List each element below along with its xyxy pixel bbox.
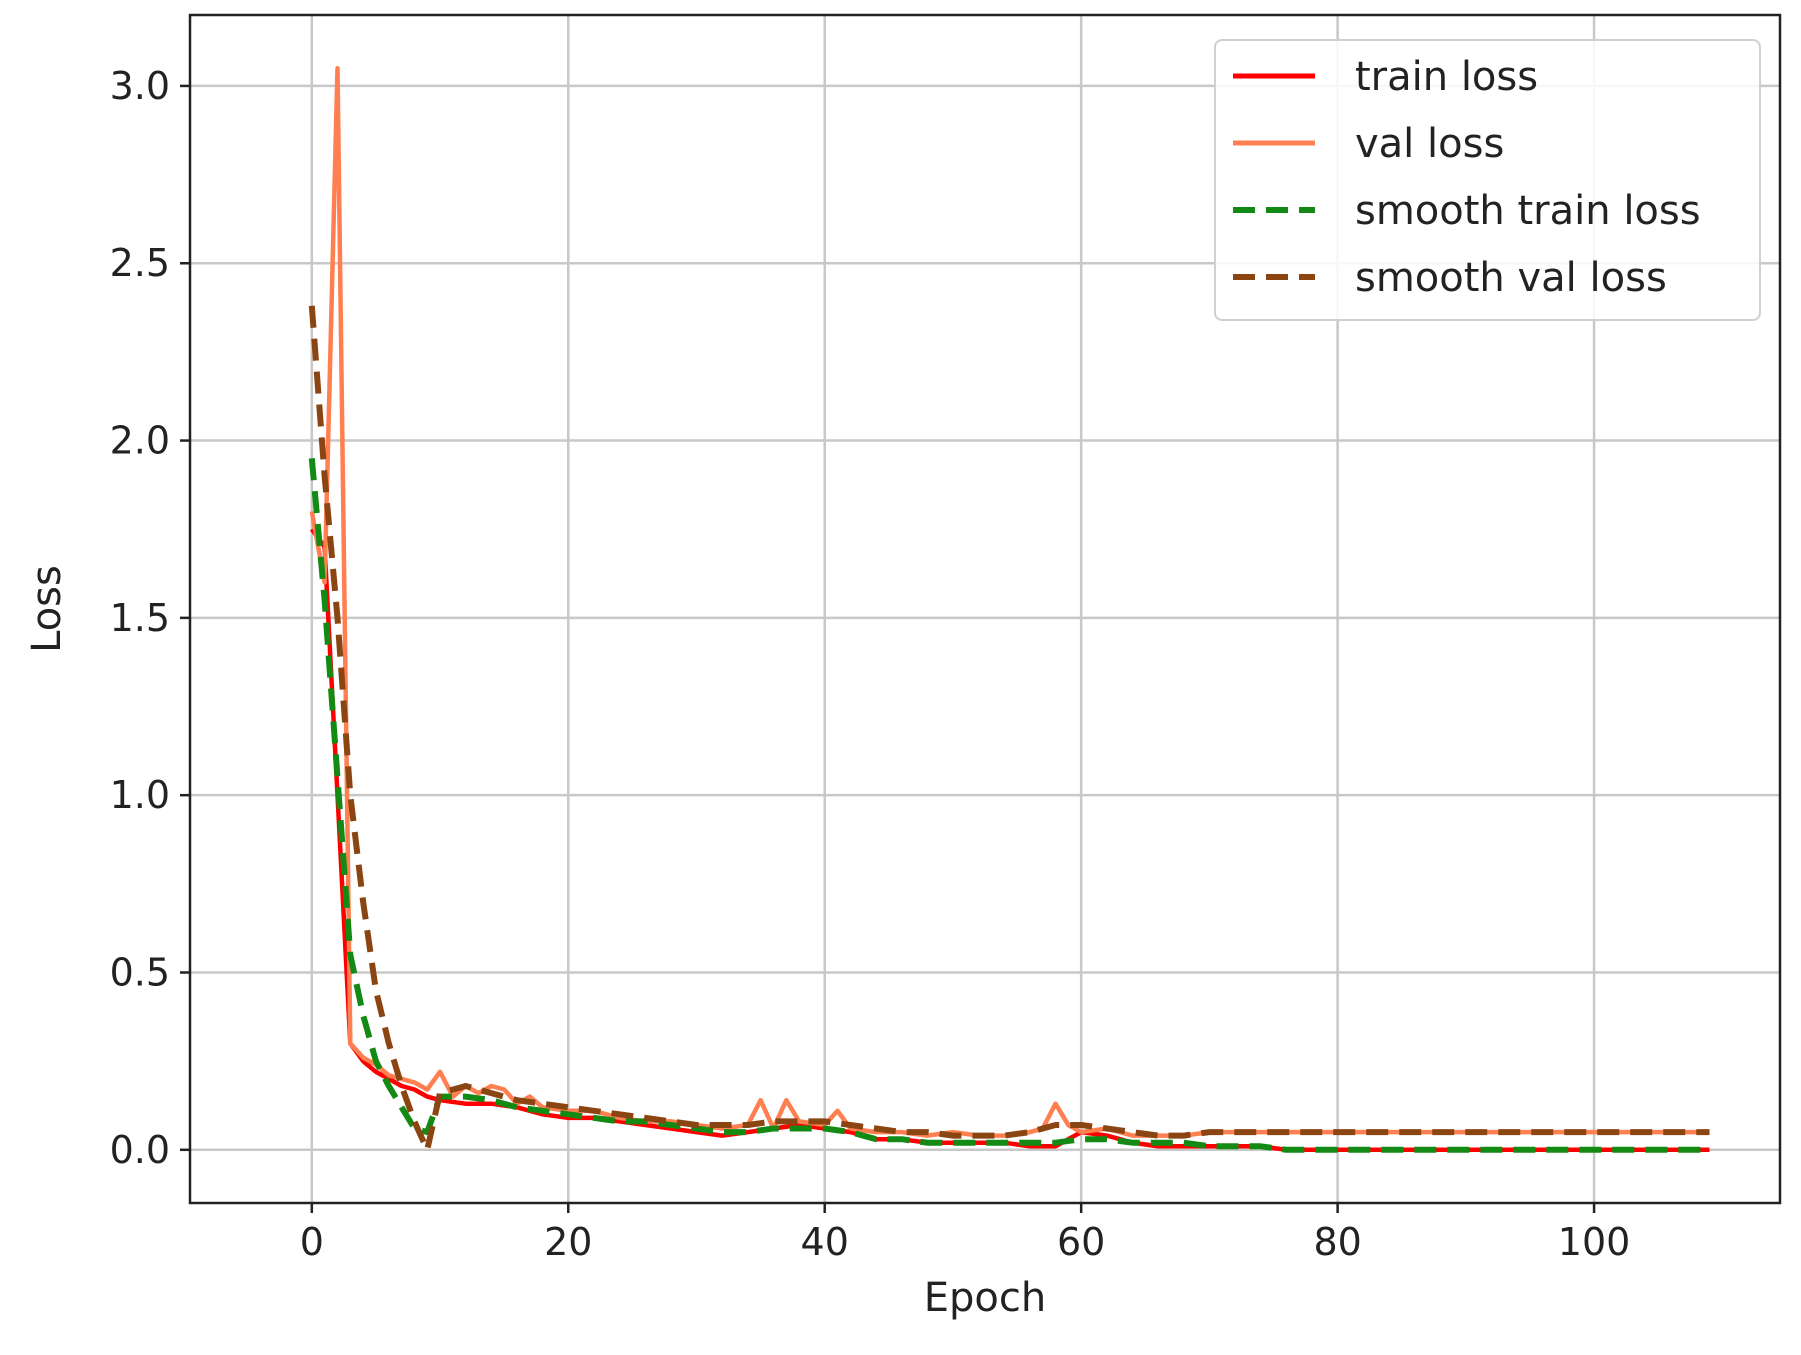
x-tick-label: 20 <box>544 1220 592 1264</box>
y-tick-label: 3.0 <box>110 64 170 108</box>
ticks: 0 20 40 60 80 100 0.0 0.5 1.0 1.5 2.0 2.5 3.0 <box>110 64 1631 1264</box>
legend-box <box>1214 39 1761 321</box>
y-tick-label: 2.5 <box>110 241 170 285</box>
y-tick-label: 1.0 <box>110 773 170 817</box>
series-line-smooth-val-loss <box>308 305 1710 1153</box>
x-tick-label: 40 <box>801 1220 849 1264</box>
grid <box>190 15 1780 1203</box>
y-tick-label: 0.0 <box>110 1128 170 1172</box>
y-tick-label: 0.5 <box>110 950 170 994</box>
x-axis-label: Epoch <box>924 1275 1046 1321</box>
series-line-smooth-train-loss <box>308 458 1710 1153</box>
legend-label: train loss <box>1355 54 1538 100</box>
x-tick-label: 0 <box>300 1220 324 1264</box>
series-layer <box>308 65 1710 1153</box>
series-line-val-loss <box>309 65 1710 1138</box>
y-tick-label: 2.0 <box>110 419 170 463</box>
legend: train loss val loss smooth train loss smoot… <box>1214 39 1761 321</box>
legend-label: smooth val loss <box>1355 255 1667 301</box>
x-tick-label: 100 <box>1558 1220 1631 1264</box>
legend-label: val loss <box>1355 121 1504 167</box>
x-tick-label: 80 <box>1313 1220 1361 1264</box>
plot-frame <box>188 13 1782 1205</box>
y-axis-label: Loss <box>24 565 70 653</box>
legend-label: smooth train loss <box>1355 188 1701 234</box>
x-tick-label: 60 <box>1057 1220 1105 1264</box>
y-tick-label: 1.5 <box>110 596 170 640</box>
